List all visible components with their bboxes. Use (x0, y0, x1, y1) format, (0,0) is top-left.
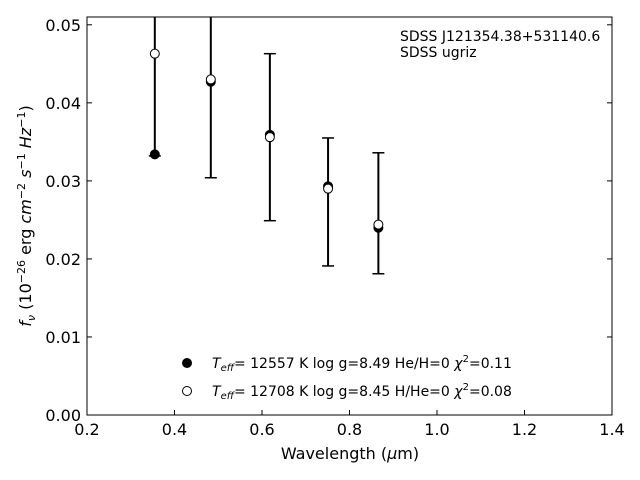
error-bars (148, 17, 385, 275)
x-tick-label-0: 0.2 (74, 420, 99, 439)
x-tick-label-2: 0.6 (249, 420, 274, 439)
legend: Teff= 12557 K log g=8.49 He/H=0 χ2=0.11 … (182, 354, 512, 402)
legend-label-filled: Teff= 12557 K log g=8.49 He/H=0 χ2=0.11 (212, 354, 512, 374)
y-tick-label-5: 0.05 (45, 16, 81, 35)
y-tick-label-3: 0.03 (45, 172, 81, 191)
x-axis: 0.2 0.4 0.6 0.8 1.0 1.2 1.4 (74, 410, 625, 439)
y-axis: 0.00 0.01 0.02 0.03 0.04 0.05 (45, 16, 612, 425)
legend-marker-filled (182, 358, 192, 368)
x-tick-label-1: 0.4 (162, 420, 187, 439)
x-axis-title: Wavelength (μm) (281, 444, 419, 463)
open-point-1 (205, 74, 216, 85)
open-point-3 (323, 183, 334, 194)
annotation-filters: SDSS ugriz (400, 45, 477, 61)
annotation-object: SDSS J121354.38+531140.6 (400, 29, 600, 45)
series-filled (149, 76, 384, 233)
x-tick-label-5: 1.2 (512, 420, 537, 439)
open-point-0 (149, 48, 160, 59)
y-tick-label-1: 0.01 (45, 328, 81, 347)
y-tick-label-4: 0.04 (45, 94, 81, 113)
x-tick-label-6: 1.4 (599, 420, 624, 439)
legend-marker-open (182, 386, 192, 396)
x-tick-label-4: 1.0 (424, 420, 449, 439)
legend-label-open: Teff= 12708 K log g=8.45 H/He=0 χ2=0.08 (212, 382, 512, 402)
open-point-2 (264, 132, 275, 143)
y-tick-label-2: 0.02 (45, 250, 81, 269)
x-tick-label-3: 0.8 (337, 420, 362, 439)
y-tick-label-0: 0.00 (45, 406, 81, 425)
filled-point-0 (149, 149, 160, 160)
y-axis-title: fν (10−26 erg cm−2 s−1 Hz−1) (15, 105, 38, 326)
open-point-4 (373, 219, 384, 230)
series-open (149, 48, 384, 230)
